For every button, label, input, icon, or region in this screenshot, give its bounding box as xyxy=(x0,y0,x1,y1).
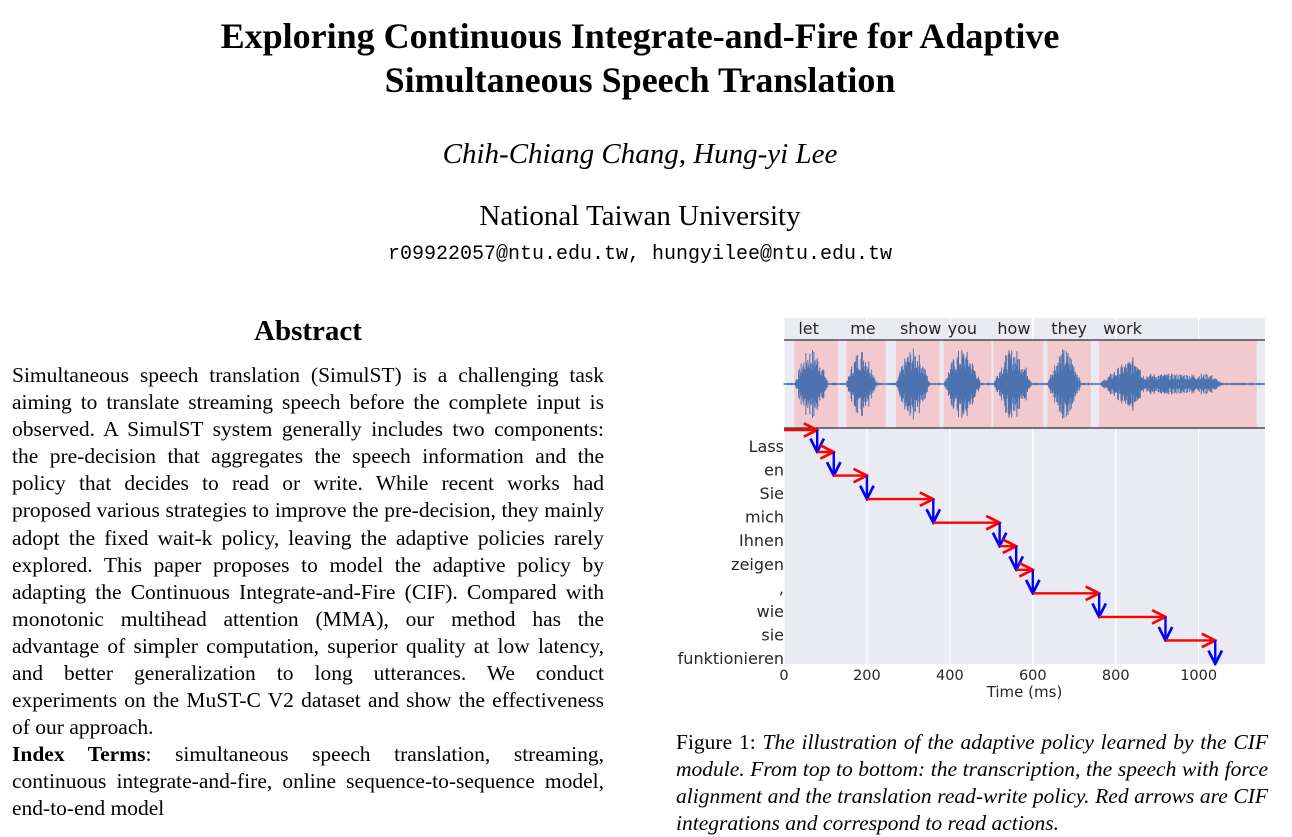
figure-caption: Figure 1: The illustration of the adapti… xyxy=(676,729,1268,837)
affiliation: National Taiwan University xyxy=(479,200,801,232)
x-tick-label: 1000 xyxy=(1180,668,1217,684)
transcription-word: you xyxy=(948,319,977,338)
title-line-1: Exploring Continuous Integrate-and-Fire … xyxy=(220,16,1060,56)
index-terms: Index Terms: simultaneous speech transla… xyxy=(12,741,604,822)
translation-token: zeigen xyxy=(731,555,784,574)
translation-token: sie xyxy=(761,625,784,644)
title-line-2: Simultaneous Speech Translation xyxy=(384,60,896,100)
x-tick-label: 600 xyxy=(1019,668,1047,684)
caption-text: The illustration of the adaptive policy … xyxy=(676,730,1269,836)
transcription-word: me xyxy=(850,319,875,338)
translation-token: mich xyxy=(745,508,784,527)
index-terms-text: : simultaneous speech translation, strea… xyxy=(12,742,604,821)
translation-token: Sie xyxy=(760,484,784,503)
abstract-text: Simultaneous speech translation (SimulST… xyxy=(12,363,604,740)
caption-label: Figure 1: xyxy=(676,730,756,754)
x-tick-label: 800 xyxy=(1102,668,1130,684)
paper-title: Exploring Continuous Integrate-and-Fire … xyxy=(0,14,1280,102)
x-tick-label: 0 xyxy=(779,668,788,684)
figure-1-chart: let me show you how they work Lass en Sie mich Ihn… xyxy=(678,318,1265,701)
transcription-word: how xyxy=(997,319,1030,338)
translation-token: , xyxy=(779,578,784,597)
translation-token: funktionieren xyxy=(678,649,784,668)
transcription-word: let xyxy=(798,319,819,338)
index-terms-label: Index Terms xyxy=(12,742,146,766)
x-tick-label: 400 xyxy=(936,668,964,684)
translation-token: en xyxy=(764,461,784,480)
abstract-heading: Abstract xyxy=(254,315,362,347)
figure-1: let me show you how they work Lass en Sie mich Ihn… xyxy=(676,312,1276,712)
transcription-word: they xyxy=(1051,319,1087,338)
translation-token: Lass xyxy=(749,437,784,456)
x-axis-label: Time (ms) xyxy=(986,683,1063,701)
translation-token: wie xyxy=(757,602,784,621)
policy-panel-bg xyxy=(784,428,1265,664)
authors: Chih-Chiang Chang, Hung-yi Lee xyxy=(442,138,838,170)
transcription-word: work xyxy=(1103,319,1142,338)
transcription-word: show xyxy=(900,319,941,338)
emails[interactable]: r09922057@ntu.edu.tw, hungyilee@ntu.edu.… xyxy=(387,243,893,266)
x-tick-label: 200 xyxy=(853,668,881,684)
translation-token: Ihnen xyxy=(739,531,784,550)
